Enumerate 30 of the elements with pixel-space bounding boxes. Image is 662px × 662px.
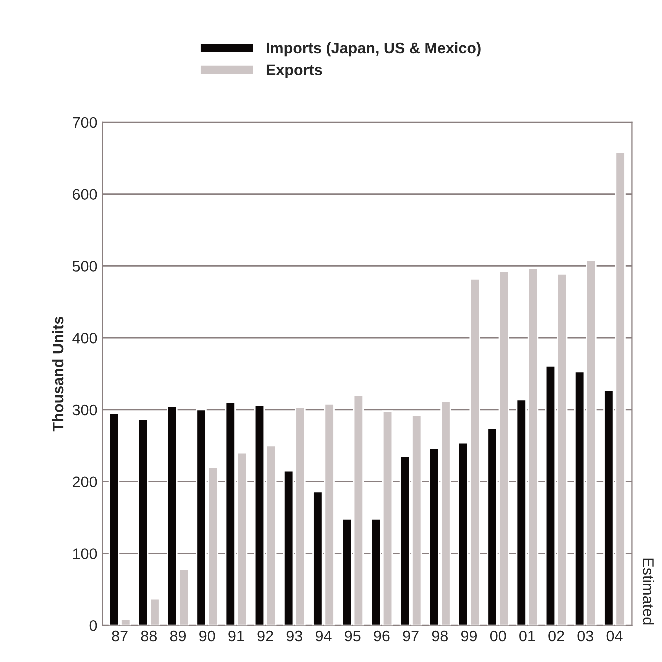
x-tick-label: 99	[461, 630, 478, 642]
x-tick-label: 96	[374, 630, 390, 642]
x-tick-label: 92	[258, 630, 274, 642]
x-tick-label: 01	[520, 630, 536, 642]
x-tick-label: 89	[170, 630, 186, 642]
x-tick-label: 98	[432, 630, 448, 642]
y-tick-label: 600	[73, 189, 98, 200]
y-tick-label: 700	[73, 117, 98, 128]
x-tick-label: 97	[403, 630, 419, 642]
x-tick-label: 04	[606, 630, 623, 642]
x-tick-label: 94	[316, 630, 332, 642]
x-tick-label: 03	[578, 630, 594, 642]
x-tick-label: 91	[228, 630, 244, 642]
x-tick-label: 88	[141, 630, 157, 642]
legend-label: Exports	[266, 64, 322, 79]
y-tick-label: 100	[73, 548, 98, 560]
x-tick-label: 90	[200, 630, 216, 642]
y-axis-title: Thousand Units	[52, 316, 64, 432]
x-tick-label: 00	[490, 630, 506, 642]
x-tick-label: 95	[345, 630, 361, 642]
y-tick-label: 500	[72, 261, 98, 272]
text: Estimated	[643, 558, 654, 625]
legend-label: Imports (Japan, US & Mexico)	[266, 42, 481, 57]
y-tick-label: 300	[72, 404, 98, 416]
y-tick-label: 200	[73, 476, 98, 488]
y-tick-label: 400	[72, 332, 98, 344]
x-tick-label: 93	[286, 630, 302, 642]
x-tick-label: 87	[112, 630, 128, 642]
x-tick-label: 02	[548, 630, 564, 642]
y-tick-label: 0	[90, 620, 98, 632]
